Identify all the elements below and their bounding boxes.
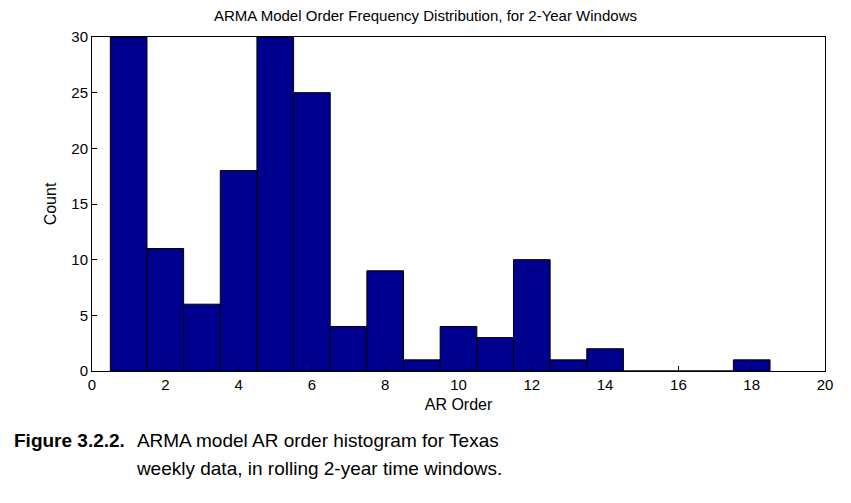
svg-text:2: 2 <box>161 376 169 393</box>
html-text:Figure 3.2.2.: Figure 3.2.2. <box>14 430 125 451</box>
svg-text:20: 20 <box>71 140 88 157</box>
svg-text:25: 25 <box>71 84 88 101</box>
svg-text:4: 4 <box>234 376 242 393</box>
svg-text:18: 18 <box>743 376 760 393</box>
svg-text:6: 6 <box>308 376 316 393</box>
svg-text:8: 8 <box>381 376 389 393</box>
svg-text:30: 30 <box>71 28 88 45</box>
svg-text:5: 5 <box>80 307 88 324</box>
svg-text:16: 16 <box>670 376 687 393</box>
html-text:ARMA model AR order histogram: ARMA model AR order histogram for Texas <box>136 430 499 451</box>
svg-text:0: 0 <box>88 376 96 393</box>
svg-text:20: 20 <box>817 376 834 393</box>
svg-text:12: 12 <box>523 376 540 393</box>
svg-text:15: 15 <box>71 195 88 212</box>
svg-text:10: 10 <box>450 376 467 393</box>
svg-text:0: 0 <box>80 362 88 379</box>
svg-text:14: 14 <box>597 376 614 393</box>
svg-text:AR Order: AR Order <box>425 396 493 413</box>
svg-text:ARMA Model Order Frequency Dis: ARMA Model Order Frequency Distribution,… <box>214 7 637 24</box>
html-text:weekly data, in rolling 2-year: weekly data, in rolling 2-year time wind… <box>136 458 503 479</box>
svg-text:10: 10 <box>71 251 88 268</box>
svg-text:Count: Count <box>42 182 59 225</box>
